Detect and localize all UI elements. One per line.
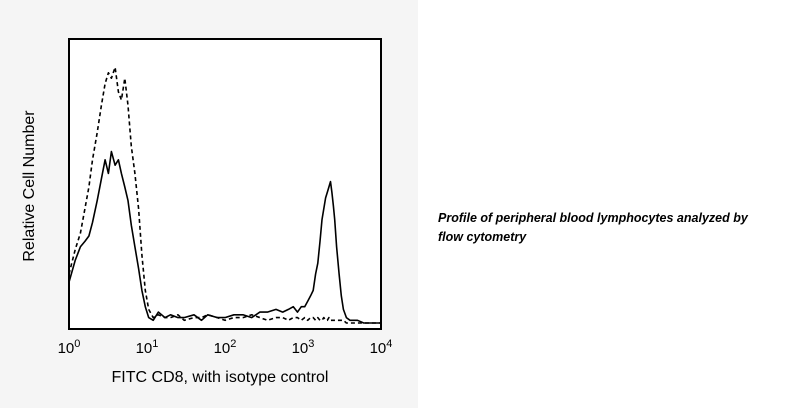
cd8-histogram [68, 150, 381, 324]
figure-caption: Profile of peripheral blood lymphocytes … [438, 209, 788, 247]
isotype-control-histogram [68, 66, 381, 324]
x-tick-label: 104 [370, 338, 393, 357]
x-tick-layer: 100 101 102 103 104 [58, 338, 393, 357]
caption-line-2: flow cytometry [438, 230, 527, 244]
chart-panel: 100 101 102 103 104 FITC CD8, with isotype c… [21, 38, 393, 386]
plot-frame [68, 38, 382, 330]
x-axis-label: FITC CD8, with isotype control [112, 369, 329, 386]
series-layer [68, 66, 381, 324]
x-tick-label: 101 [136, 338, 159, 357]
caption-line-1: Profile of peripheral blood lymphocytes … [438, 211, 748, 225]
x-tick-label: 100 [58, 338, 81, 357]
x-tick-label: 103 [292, 338, 315, 357]
x-tick-label: 102 [214, 338, 237, 357]
y-axis-label: Relative Cell Number [21, 110, 38, 262]
histogram-chart: 100 101 102 103 104 FITC CD8, with isotype c… [21, 38, 393, 386]
